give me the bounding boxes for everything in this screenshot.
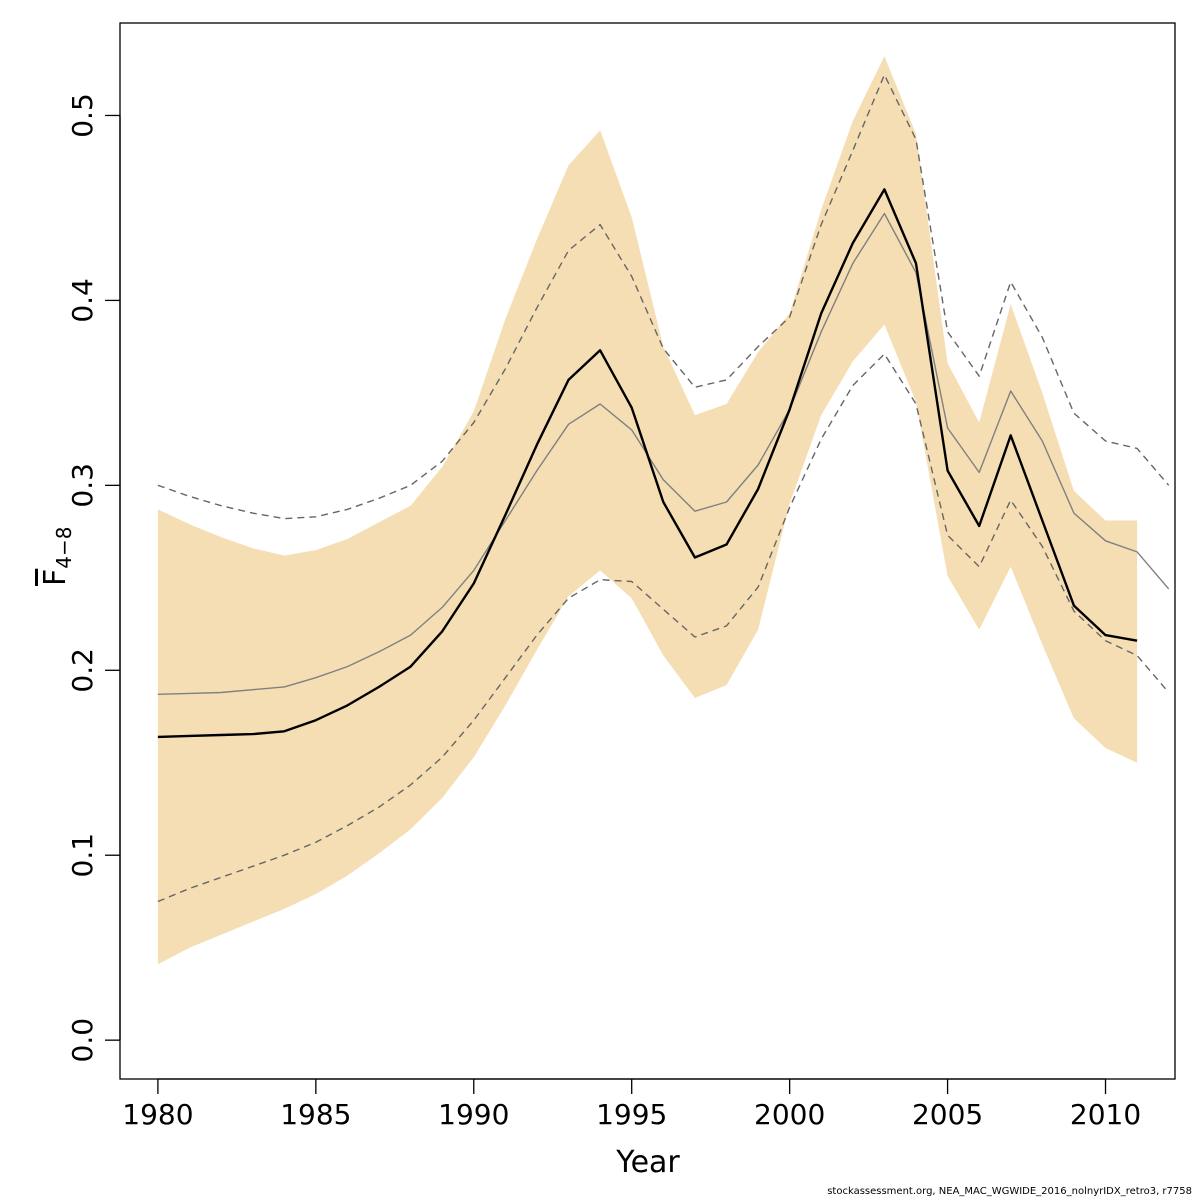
x-tick-label: 2000 xyxy=(754,1098,825,1131)
y-tick-label: 0.0 xyxy=(66,1018,99,1063)
y-tick-label: 0.1 xyxy=(66,833,99,878)
x-tick-label: 2005 xyxy=(912,1098,983,1131)
series-line-2 xyxy=(157,74,1170,520)
series-lines-layer xyxy=(157,74,1170,903)
y-axis-label-subscript: 4−8 xyxy=(52,526,76,569)
x-tick-label: 1985 xyxy=(280,1098,351,1131)
y-tick-label: 0.2 xyxy=(66,648,99,693)
x-tick-label: 2010 xyxy=(1070,1098,1141,1131)
source-footer: stockassessment.org, NEA_MAC_WGWIDE_2016… xyxy=(827,1186,1192,1197)
y-axis: 0.0 0.1 0.2 0.3 0.4 0.5 xyxy=(66,93,121,1063)
y-tick-label: 0.4 xyxy=(66,278,99,323)
confidence-band xyxy=(157,56,1138,965)
x-tick-label: 1980 xyxy=(122,1098,193,1131)
x-tick-label: 1995 xyxy=(596,1098,667,1131)
y-axis-label: F4−8 xyxy=(6,520,76,600)
series-line-3 xyxy=(157,353,1170,903)
confidence-band-layer xyxy=(157,56,1138,965)
y-tick-label: 0.5 xyxy=(66,93,99,138)
y-axis-label-main: F xyxy=(38,568,73,586)
series-line-1 xyxy=(157,212,1170,695)
x-axis: 1980 1985 1990 1995 2000 2005 2010 xyxy=(122,1078,1141,1131)
series-line-0 xyxy=(157,188,1138,739)
x-tick-label: 1990 xyxy=(438,1098,509,1131)
x-axis-label: Year xyxy=(615,1145,680,1180)
y-tick-label: 0.3 xyxy=(66,463,99,508)
